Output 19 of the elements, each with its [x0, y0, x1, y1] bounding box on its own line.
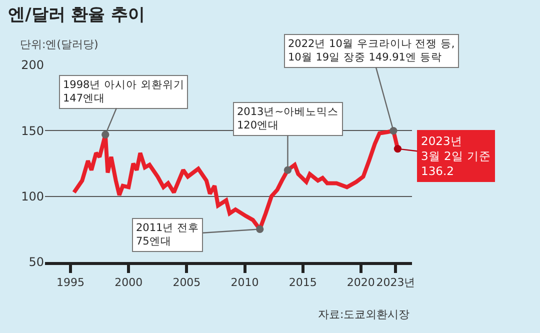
- annotation: 2013년~아베노믹스 120엔대: [237, 106, 339, 132]
- y-tick-label: 100: [21, 190, 44, 204]
- x-tick-label: 2005: [172, 276, 201, 290]
- x-tick-label: 2015: [288, 276, 317, 290]
- x-tick-label: 1995: [56, 276, 85, 290]
- annotation: 2023년 3월 2일 기준 136.2: [421, 134, 491, 178]
- x-tick-label: 2000: [114, 276, 143, 290]
- text: 자료:도쿄외환시장: [318, 308, 410, 321]
- y-tick-label: 50: [28, 255, 44, 270]
- y-tick-label: 150: [21, 124, 44, 138]
- x-tick-label: 2020: [346, 276, 375, 290]
- y-tick-label: 200: [21, 58, 44, 72]
- x-tick-label: 2010: [230, 276, 259, 290]
- x-tick-label: 2023년: [376, 276, 416, 290]
- annotation: 1998년 아시아 외환위기 147엔대: [63, 79, 184, 105]
- annotation: 2011년 전후 75엔대: [136, 222, 200, 248]
- annotation: 2022년 10월 우크라이나 전쟁 등, 10월 19일 장중 149.91엔 등락: [288, 38, 455, 64]
- chart-title: 엔/달러 환율 추이: [8, 5, 146, 26]
- chart-subtitle: 단위:엔(달러당): [20, 38, 98, 51]
